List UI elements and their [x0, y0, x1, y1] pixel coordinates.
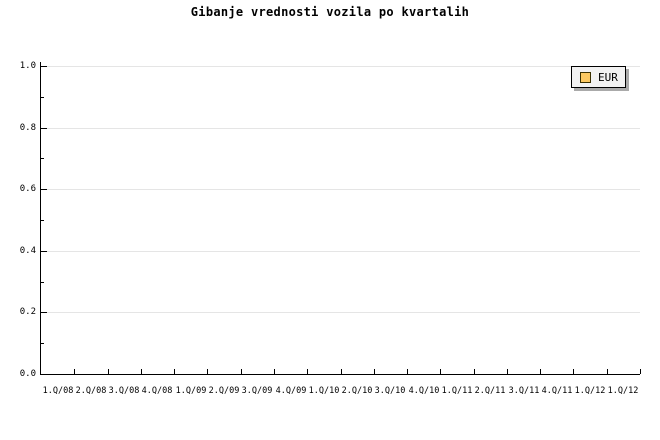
x-tick-label: 3.Q/10: [374, 386, 406, 396]
y-tick: [41, 189, 47, 190]
y-gridline: [41, 128, 640, 129]
y-tick-label: 1.0: [19, 61, 36, 71]
legend: EUR: [571, 66, 626, 88]
x-tick-label: 1.Q/09: [175, 386, 207, 396]
y-gridline: [41, 312, 640, 313]
y-minor-tick: [41, 282, 44, 283]
x-tick: [108, 369, 109, 374]
x-tick: [474, 369, 475, 374]
x-tick: [74, 369, 75, 374]
x-tick-label: 3.Q/08: [108, 386, 140, 396]
y-minor-tick: [41, 97, 44, 98]
x-tick: [407, 369, 408, 374]
x-tick-label: 4.Q/08: [141, 386, 173, 396]
x-tick-label: 2.Q/08: [75, 386, 107, 396]
y-tick: [41, 312, 47, 313]
x-tick: [540, 369, 541, 374]
x-tick: [207, 369, 208, 374]
y-gridline: [41, 251, 640, 252]
y-minor-tick: [41, 220, 44, 221]
x-tick-label: 3.Q/09: [241, 386, 273, 396]
x-tick: [607, 369, 608, 374]
y-minor-tick: [41, 343, 44, 344]
y-gridline: [41, 66, 640, 67]
y-tick-label: 0.2: [19, 307, 36, 317]
x-tick-label: 2.Q/10: [341, 386, 373, 396]
legend-label: EUR: [598, 70, 618, 84]
x-tick: [374, 369, 375, 374]
y-tick: [41, 66, 47, 67]
x-tick-label: 1.Q/08: [42, 386, 74, 396]
x-tick: [440, 369, 441, 374]
y-tick-label: 0.6: [19, 184, 36, 194]
x-tick-label: 2.Q/09: [208, 386, 240, 396]
x-tick-label: 1.Q/12: [574, 386, 606, 396]
x-tick-label: 4.Q/11: [541, 386, 573, 396]
x-tick: [573, 369, 574, 374]
x-tick: [640, 369, 641, 374]
x-tick-label: 1.Q/12: [607, 386, 639, 396]
x-tick: [141, 369, 142, 374]
x-tick: [274, 369, 275, 374]
x-axis-line: [40, 374, 640, 375]
y-minor-tick: [41, 158, 44, 159]
y-tick-label: 0.4: [19, 246, 36, 256]
y-gridline: [41, 189, 640, 190]
y-tick: [41, 128, 47, 129]
legend-series-swatch-icon: [580, 71, 591, 83]
x-tick-label: 3.Q/11: [508, 386, 540, 396]
x-tick: [507, 369, 508, 374]
x-tick: [174, 369, 175, 374]
x-tick: [307, 369, 308, 374]
x-tick: [241, 369, 242, 374]
x-tick-label: 2.Q/11: [474, 386, 506, 396]
chart-title: Gibanje vrednosti vozila po kvartalih: [190, 5, 470, 19]
x-tick-label: 4.Q/10: [408, 386, 440, 396]
x-tick-label: 1.Q/10: [308, 386, 340, 396]
y-tick-label: 0.8: [19, 123, 36, 133]
x-tick-label: 4.Q/09: [275, 386, 307, 396]
y-tick-label: 0.0: [19, 369, 36, 379]
x-tick-label: 1.Q/11: [441, 386, 473, 396]
y-tick: [41, 251, 47, 252]
x-tick: [341, 369, 342, 374]
y-axis-line: [40, 62, 41, 375]
